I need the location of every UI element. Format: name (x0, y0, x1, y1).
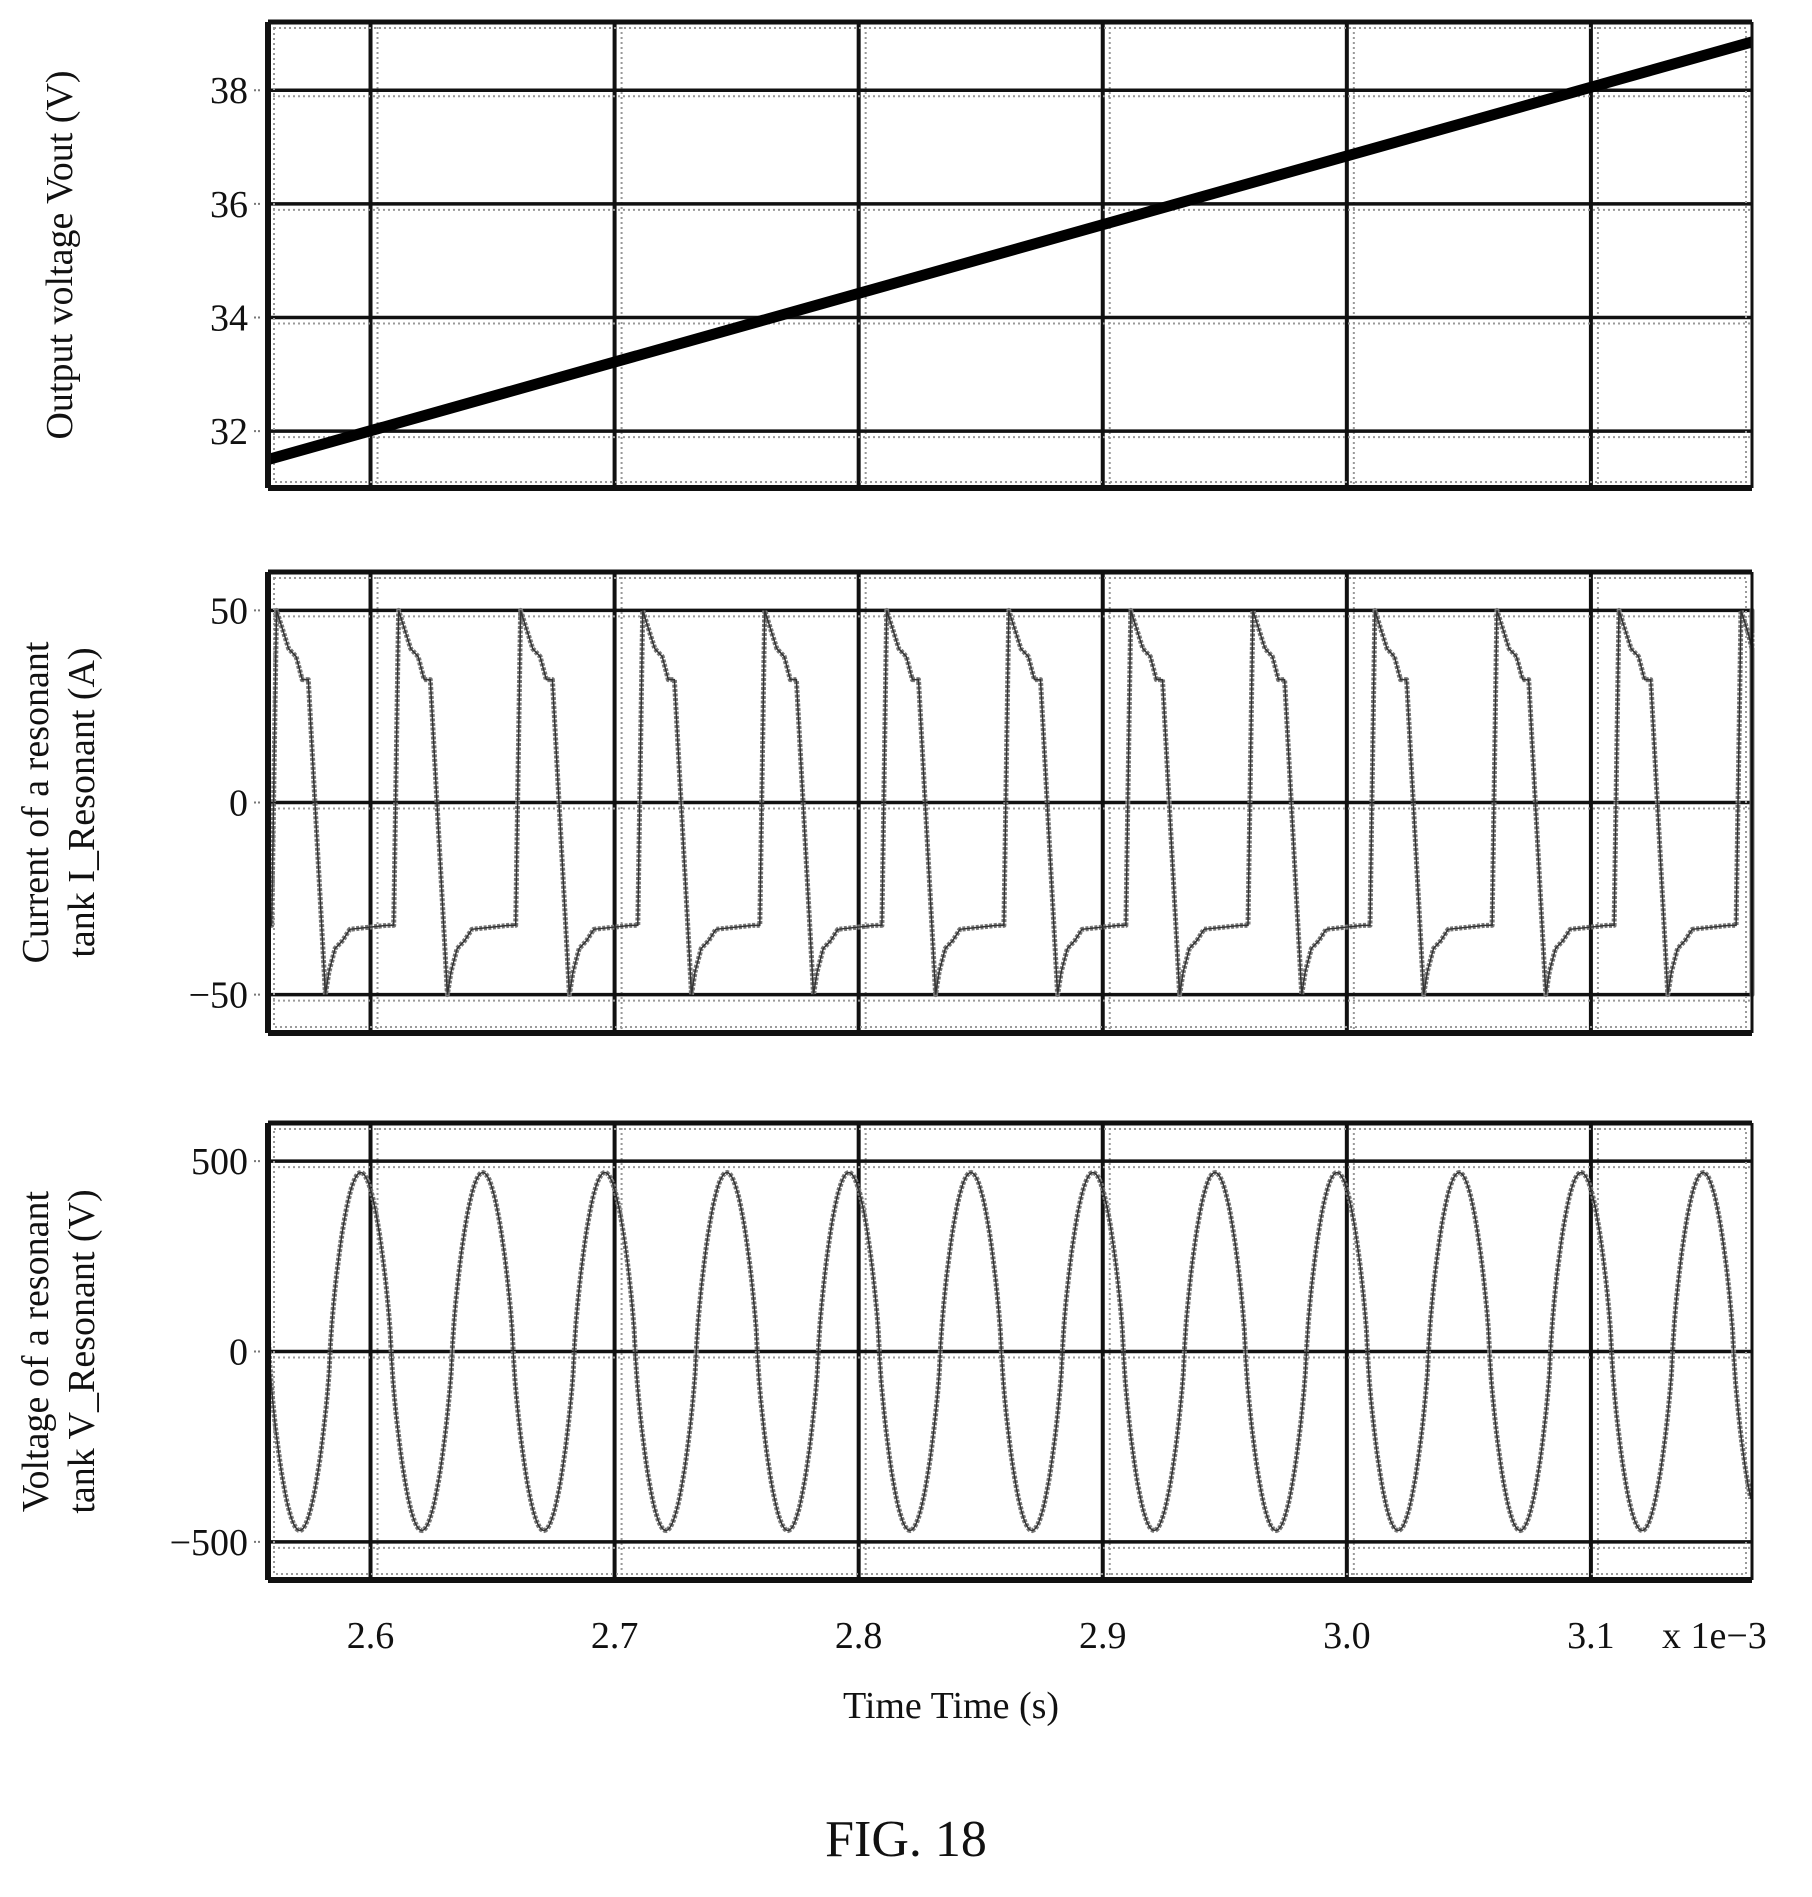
y-tick-label: 50 (210, 590, 248, 632)
y-tick-label: −50 (189, 975, 248, 1017)
y-tick-label: 32 (210, 411, 248, 453)
x-axis-label: Time Time (s) (843, 1685, 1059, 1727)
y-tick-label: 500 (191, 1141, 248, 1183)
y-tick-label: 0 (229, 1332, 248, 1374)
y-tick-label: 38 (210, 70, 248, 112)
y-axis-label: Voltage of a resonant (15, 1190, 57, 1512)
x-tick-label: 3.0 (1323, 1615, 1371, 1657)
x-tick-label: 3.1 (1567, 1615, 1615, 1657)
panel-voltage: −500 0 500 Voltage of a resonant tank V_Reso… (15, 1120, 1754, 1583)
y-axis-label: Output voltage Vout (V) (39, 70, 81, 439)
y-axis-label: tank V_Resonant (V) (61, 1189, 103, 1513)
y-tick-label: −500 (170, 1522, 248, 1564)
x-tick-label: 2.6 (347, 1615, 395, 1657)
y-tick-label: 0 (229, 783, 248, 825)
vout-line (266, 36, 1754, 465)
x-tick-label: 2.7 (591, 1615, 639, 1657)
y-axis-label: Current of a resonant (15, 641, 57, 963)
x-axis-multiplier: x 1e−3 (1662, 1615, 1767, 1657)
y-tick-label: 34 (210, 298, 248, 340)
voltage-waveform-core (267, 1171, 1752, 1532)
inner-border (273, 27, 1747, 483)
x-axis: x 1e−3 Time Time (s) 2.6 2.7 2.8 2.9 3.0 3.1 (347, 1615, 1767, 1727)
panel-current: −50 0 50 Current of a resonant tank I_Resona… (15, 569, 1755, 1036)
panel-vout: 32 34 36 38 Output voltage Vout (V) (39, 19, 1754, 491)
x-tick-label: 2.8 (835, 1615, 883, 1657)
inner-border (273, 577, 1747, 1028)
y-axis-label: tank I_Resonant (A) (61, 647, 103, 957)
y-tick-label: 36 (210, 184, 248, 226)
x-tick-label: 2.9 (1079, 1615, 1127, 1657)
inner-border (273, 1128, 1747, 1575)
current-waveform-core (267, 610, 1753, 995)
figure-caption: FIG. 18 (825, 1811, 987, 1868)
